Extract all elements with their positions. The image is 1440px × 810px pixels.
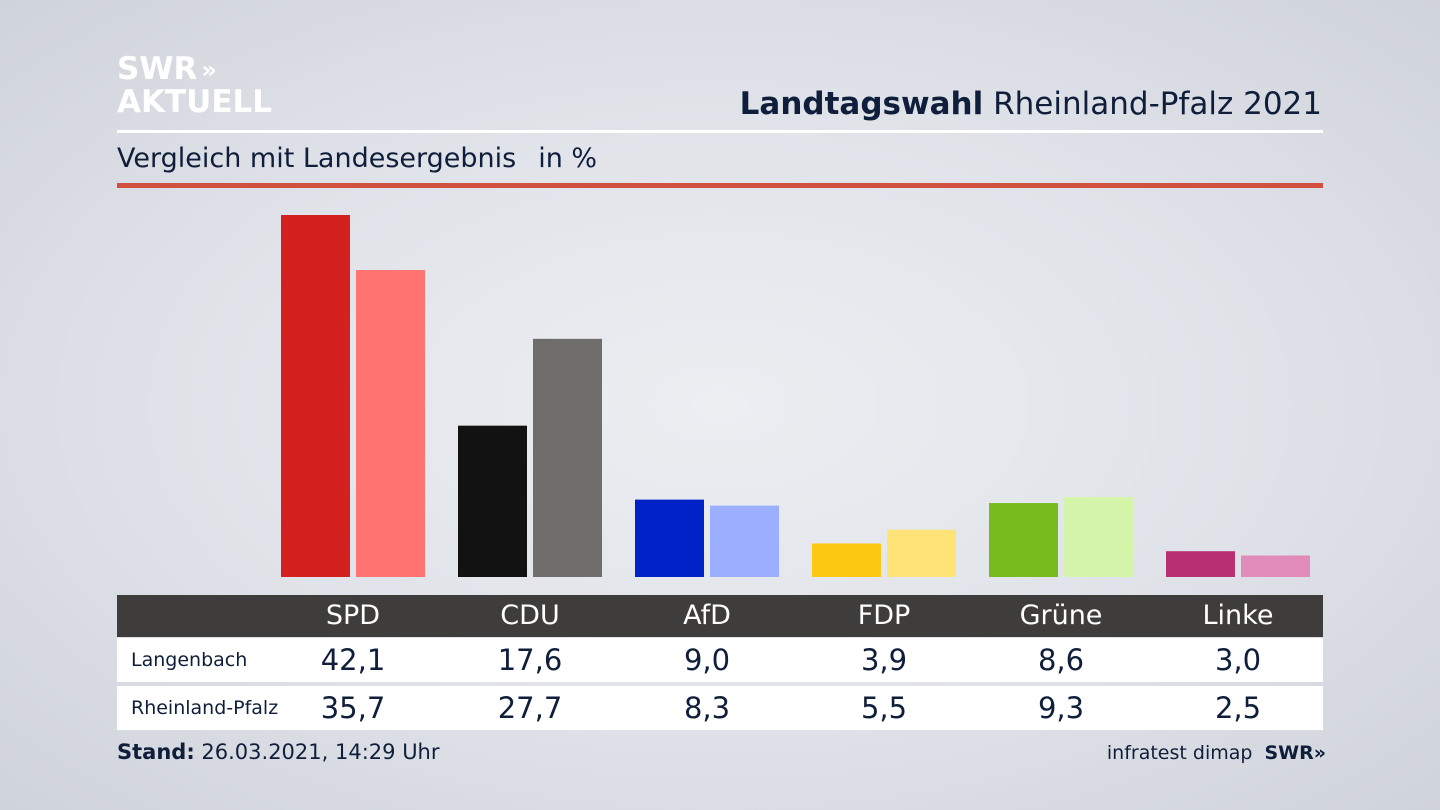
title-rest: Rheinland-Pfalz 2021 (993, 86, 1322, 122)
stand-label: Stand: (117, 740, 195, 764)
data-label-linke-rheinland-pfalz: 2,5 (1214, 691, 1262, 725)
logo-swr-text: SWR (117, 51, 198, 87)
source-credit: infratest dimap SWR» (1106, 742, 1326, 764)
footer-swr-logo: SWR» (1264, 742, 1326, 764)
data-label-fdp-rheinland-pfalz: 5,5 (860, 691, 908, 725)
source-text: infratest dimap (1106, 742, 1253, 764)
tick-label-cdu: CDU (500, 600, 560, 631)
chart-subtitle: Vergleich mit Landesergebnis in % (117, 143, 597, 174)
swr-aktuell-logo: SWR» AKTUELL (117, 54, 272, 118)
bar-cdu-langenbach (458, 425, 527, 577)
table-row-langenbach: Langenbach 42,1 17,6 9,0 3,9 8,6 3,0 (117, 638, 1323, 682)
data-label-gruene-rheinland-pfalz: 9,3 (1037, 691, 1085, 725)
bar-linke-langenbach (1166, 551, 1235, 577)
bar-spd-langenbach (281, 215, 350, 577)
row-label-langenbach: Langenbach (131, 649, 248, 671)
table-row-rheinland-pfalz: Rheinland-Pfalz 35,7 27,7 8,3 5,5 9,3 2,5 (117, 686, 1323, 730)
data-label-fdp-langenbach: 3,9 (860, 643, 908, 677)
bar-spd-rheinland-pfalz (356, 270, 425, 577)
data-label-afd-langenbach: 9,0 (683, 643, 731, 677)
bar-fdp-rheinland-pfalz (887, 529, 956, 577)
data-label-cdu-rheinland-pfalz: 27,7 (497, 691, 563, 725)
data-label-linke-langenbach: 3,0 (1214, 643, 1262, 677)
footer-arrows-icon: » (1313, 742, 1326, 764)
page-title: Landtagswahl Rheinland-Pfalz 2021 (740, 86, 1322, 122)
tick-label-gruene: Grüne (1019, 600, 1103, 631)
row-label-rheinland-pfalz: Rheinland-Pfalz (131, 697, 279, 719)
bar-gruene-rheinland-pfalz (1064, 497, 1133, 577)
logo-aktuell-text: AKTUELL (117, 84, 273, 120)
timestamp: Stand: 26.03.2021, 14:29 Uhr (117, 740, 440, 764)
table-header-row: SPD CDU AfD FDP Grüne Linke (117, 595, 1323, 637)
data-label-spd-rheinland-pfalz: 35,7 (320, 691, 386, 725)
stand-value: 26.03.2021, 14:29 Uhr (201, 740, 440, 764)
bar-cdu-rheinland-pfalz (533, 338, 602, 577)
header-divider (117, 130, 1323, 133)
title-bold: Landtagswahl (739, 86, 984, 122)
bar-gruene-langenbach (989, 503, 1058, 577)
data-label-cdu-langenbach: 17,6 (497, 643, 563, 677)
tick-label-afd: AfD (683, 600, 731, 631)
data-label-spd-langenbach: 42,1 (320, 643, 386, 677)
unit-text: in % (538, 143, 598, 174)
tick-label-linke: Linke (1202, 600, 1274, 631)
footer-swr-text: SWR (1264, 742, 1314, 764)
subtitle-text: Vergleich mit Landesergebnis (117, 143, 517, 174)
bar-afd-rheinland-pfalz (710, 505, 779, 577)
bar-fdp-langenbach (812, 543, 881, 577)
data-label-afd-rheinland-pfalz: 8,3 (683, 691, 731, 725)
tick-label-spd: SPD (325, 600, 381, 631)
bar-afd-langenbach (635, 499, 704, 577)
tick-label-fdp: FDP (857, 600, 911, 631)
bar-linke-rheinland-pfalz (1241, 555, 1310, 577)
data-label-gruene-langenbach: 8,6 (1037, 643, 1085, 677)
accent-divider (117, 183, 1323, 188)
